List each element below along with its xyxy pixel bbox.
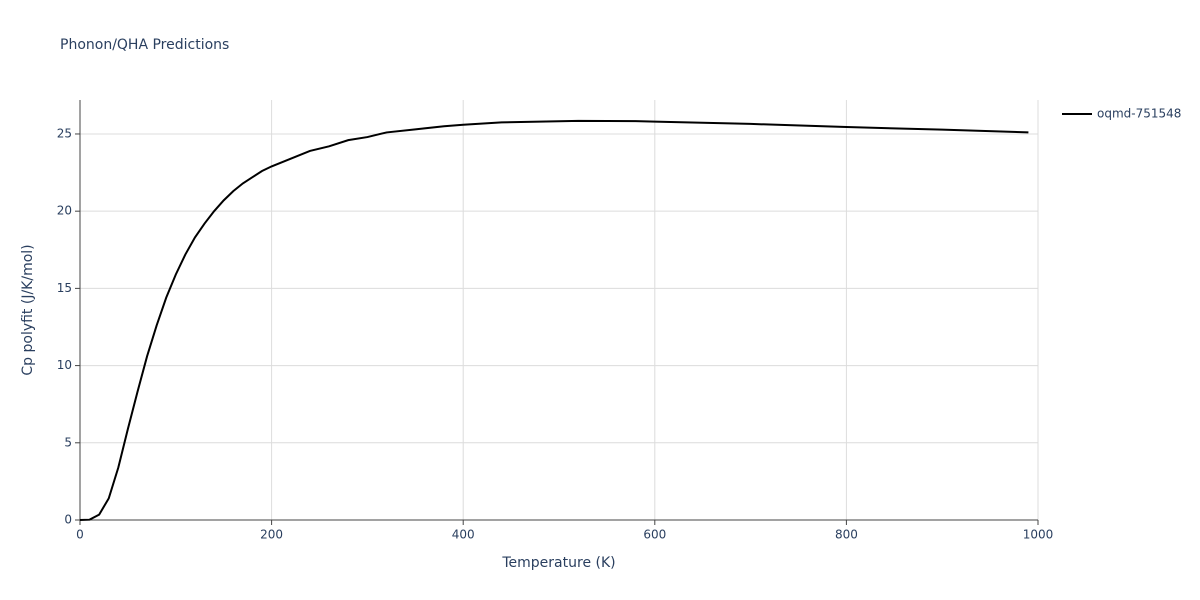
legend-label: oqmd-751548 bbox=[1097, 107, 1181, 121]
x-tick-label: 600 bbox=[643, 528, 666, 542]
y-tick-label: 25 bbox=[57, 126, 72, 140]
chart-title: Phonon/QHA Predictions bbox=[60, 37, 229, 53]
x-tick-label: 0 bbox=[76, 528, 84, 542]
x-tick-label: 400 bbox=[452, 528, 475, 542]
y-tick-label: 10 bbox=[57, 358, 72, 372]
y-tick-label: 20 bbox=[57, 204, 72, 218]
data-line bbox=[79, 119, 1029, 521]
x-tick-label: 200 bbox=[260, 528, 283, 542]
y-tick-label: 15 bbox=[57, 281, 72, 295]
x-tick-label: 800 bbox=[835, 528, 858, 542]
x-axis-label: Temperature (K) bbox=[501, 555, 615, 571]
y-axis-label: Cp polyfit (J/K/mol) bbox=[20, 244, 36, 375]
x-tick-label: 1000 bbox=[1023, 528, 1054, 542]
y-tick-label: 0 bbox=[64, 513, 72, 527]
y-tick-label: 5 bbox=[64, 435, 72, 449]
